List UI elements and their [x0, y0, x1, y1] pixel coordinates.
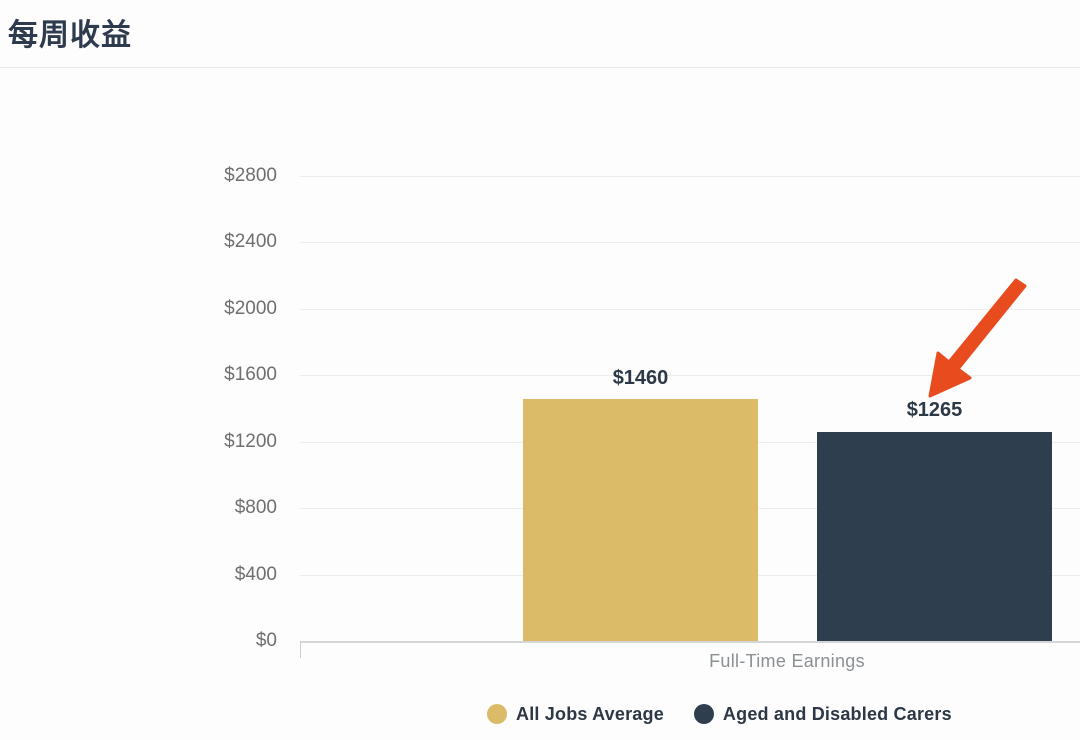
y-tick-label: $1200	[224, 431, 277, 452]
page-title: 每周收益	[8, 19, 132, 52]
legend-item-aged-disabled-carers[interactable]: Aged and Disabled Carers	[693, 703, 952, 725]
gridline	[300, 375, 1080, 376]
x-axis-baseline	[300, 641, 1080, 643]
bar-all-jobs-average[interactable]	[523, 399, 758, 641]
gridline	[300, 176, 1080, 177]
chart-legend: All Jobs Average Aged and Disabled Carer…	[487, 700, 952, 728]
y-tick-label: $0	[255, 630, 277, 651]
legend-label: All Jobs Average	[516, 703, 664, 724]
axis-corner-tick	[300, 641, 301, 658]
legend-dot-navy-icon	[693, 704, 714, 724]
y-tick-label: $2400	[224, 231, 277, 252]
value-label-all-jobs-average: $1460	[612, 367, 669, 389]
gridline	[300, 242, 1080, 243]
legend-label: Aged and Disabled Carers	[722, 703, 952, 724]
annotation-arrow-icon	[930, 280, 1025, 396]
legend-dot-gold-icon	[487, 704, 507, 724]
y-tick-label: $400	[234, 564, 277, 585]
y-tick-label: $800	[234, 497, 277, 518]
x-axis-category-label: Full-Time Earnings	[709, 651, 865, 671]
annotation-arrow-outline	[928, 278, 1027, 398]
legend-item-all-jobs-average[interactable]: All Jobs Average	[487, 704, 664, 725]
bar-aged-and-disabled-carers[interactable]	[817, 432, 1052, 641]
y-tick-label: $2000	[224, 298, 277, 319]
y-tick-label: $2800	[224, 165, 277, 186]
y-tick-label: $1600	[224, 364, 277, 385]
value-label-aged-disabled-carers: $1265	[906, 399, 963, 421]
title-divider	[0, 67, 1080, 68]
gridline	[300, 309, 1080, 310]
